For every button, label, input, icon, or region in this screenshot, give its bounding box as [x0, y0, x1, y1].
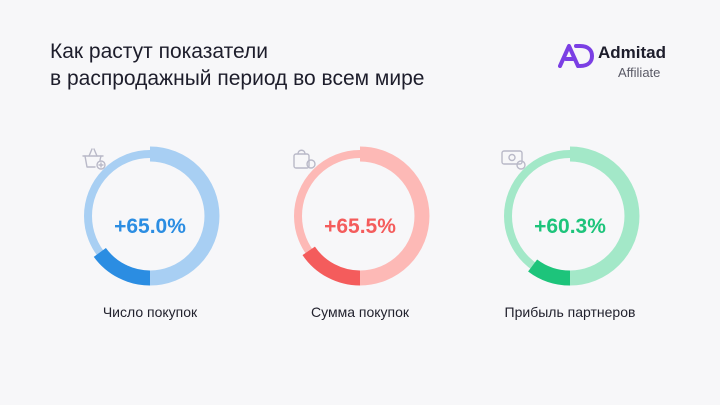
title-line-2: в распродажный период во всем мире [50, 67, 425, 90]
donut-arc-left [302, 246, 361, 286]
donut-chart-partner-profit: +60.3% [500, 146, 640, 286]
admitad-logo-icon [558, 44, 594, 68]
page-title: Как растут показатели в распродажный пер… [50, 38, 424, 92]
donut-arc-right [149, 146, 220, 286]
donut-value: +65.0% [114, 215, 186, 238]
donut-arc-left [93, 247, 151, 286]
brand-subtitle: Affiliate [618, 65, 661, 80]
donut-svg [84, 146, 220, 286]
money-icon [501, 150, 526, 170]
shopping-bag-icon [293, 149, 316, 169]
donut-svg [294, 146, 430, 286]
donut-svg [504, 146, 640, 286]
donut-arc-right [359, 146, 430, 286]
donut-label: Сумма покупок [310, 304, 410, 320]
donut-chart-purchases: +65.0% [80, 146, 220, 286]
brand-name: Admitad [598, 43, 666, 62]
title-line-1: Как растут показатели [50, 40, 268, 63]
donut-chart-purchase-sum: +65.5% [290, 146, 430, 286]
brand-logo: Admitad Affiliate [558, 42, 676, 84]
donut-label: Прибыль партнеров [504, 304, 636, 320]
donut-label: Число покупок [102, 304, 198, 320]
donut-value: +60.3% [534, 215, 606, 238]
shopping-basket-icon [82, 148, 106, 170]
donut-value: +65.5% [324, 215, 396, 238]
donut-arc-left [528, 259, 571, 286]
donut-arc-right [569, 146, 640, 286]
